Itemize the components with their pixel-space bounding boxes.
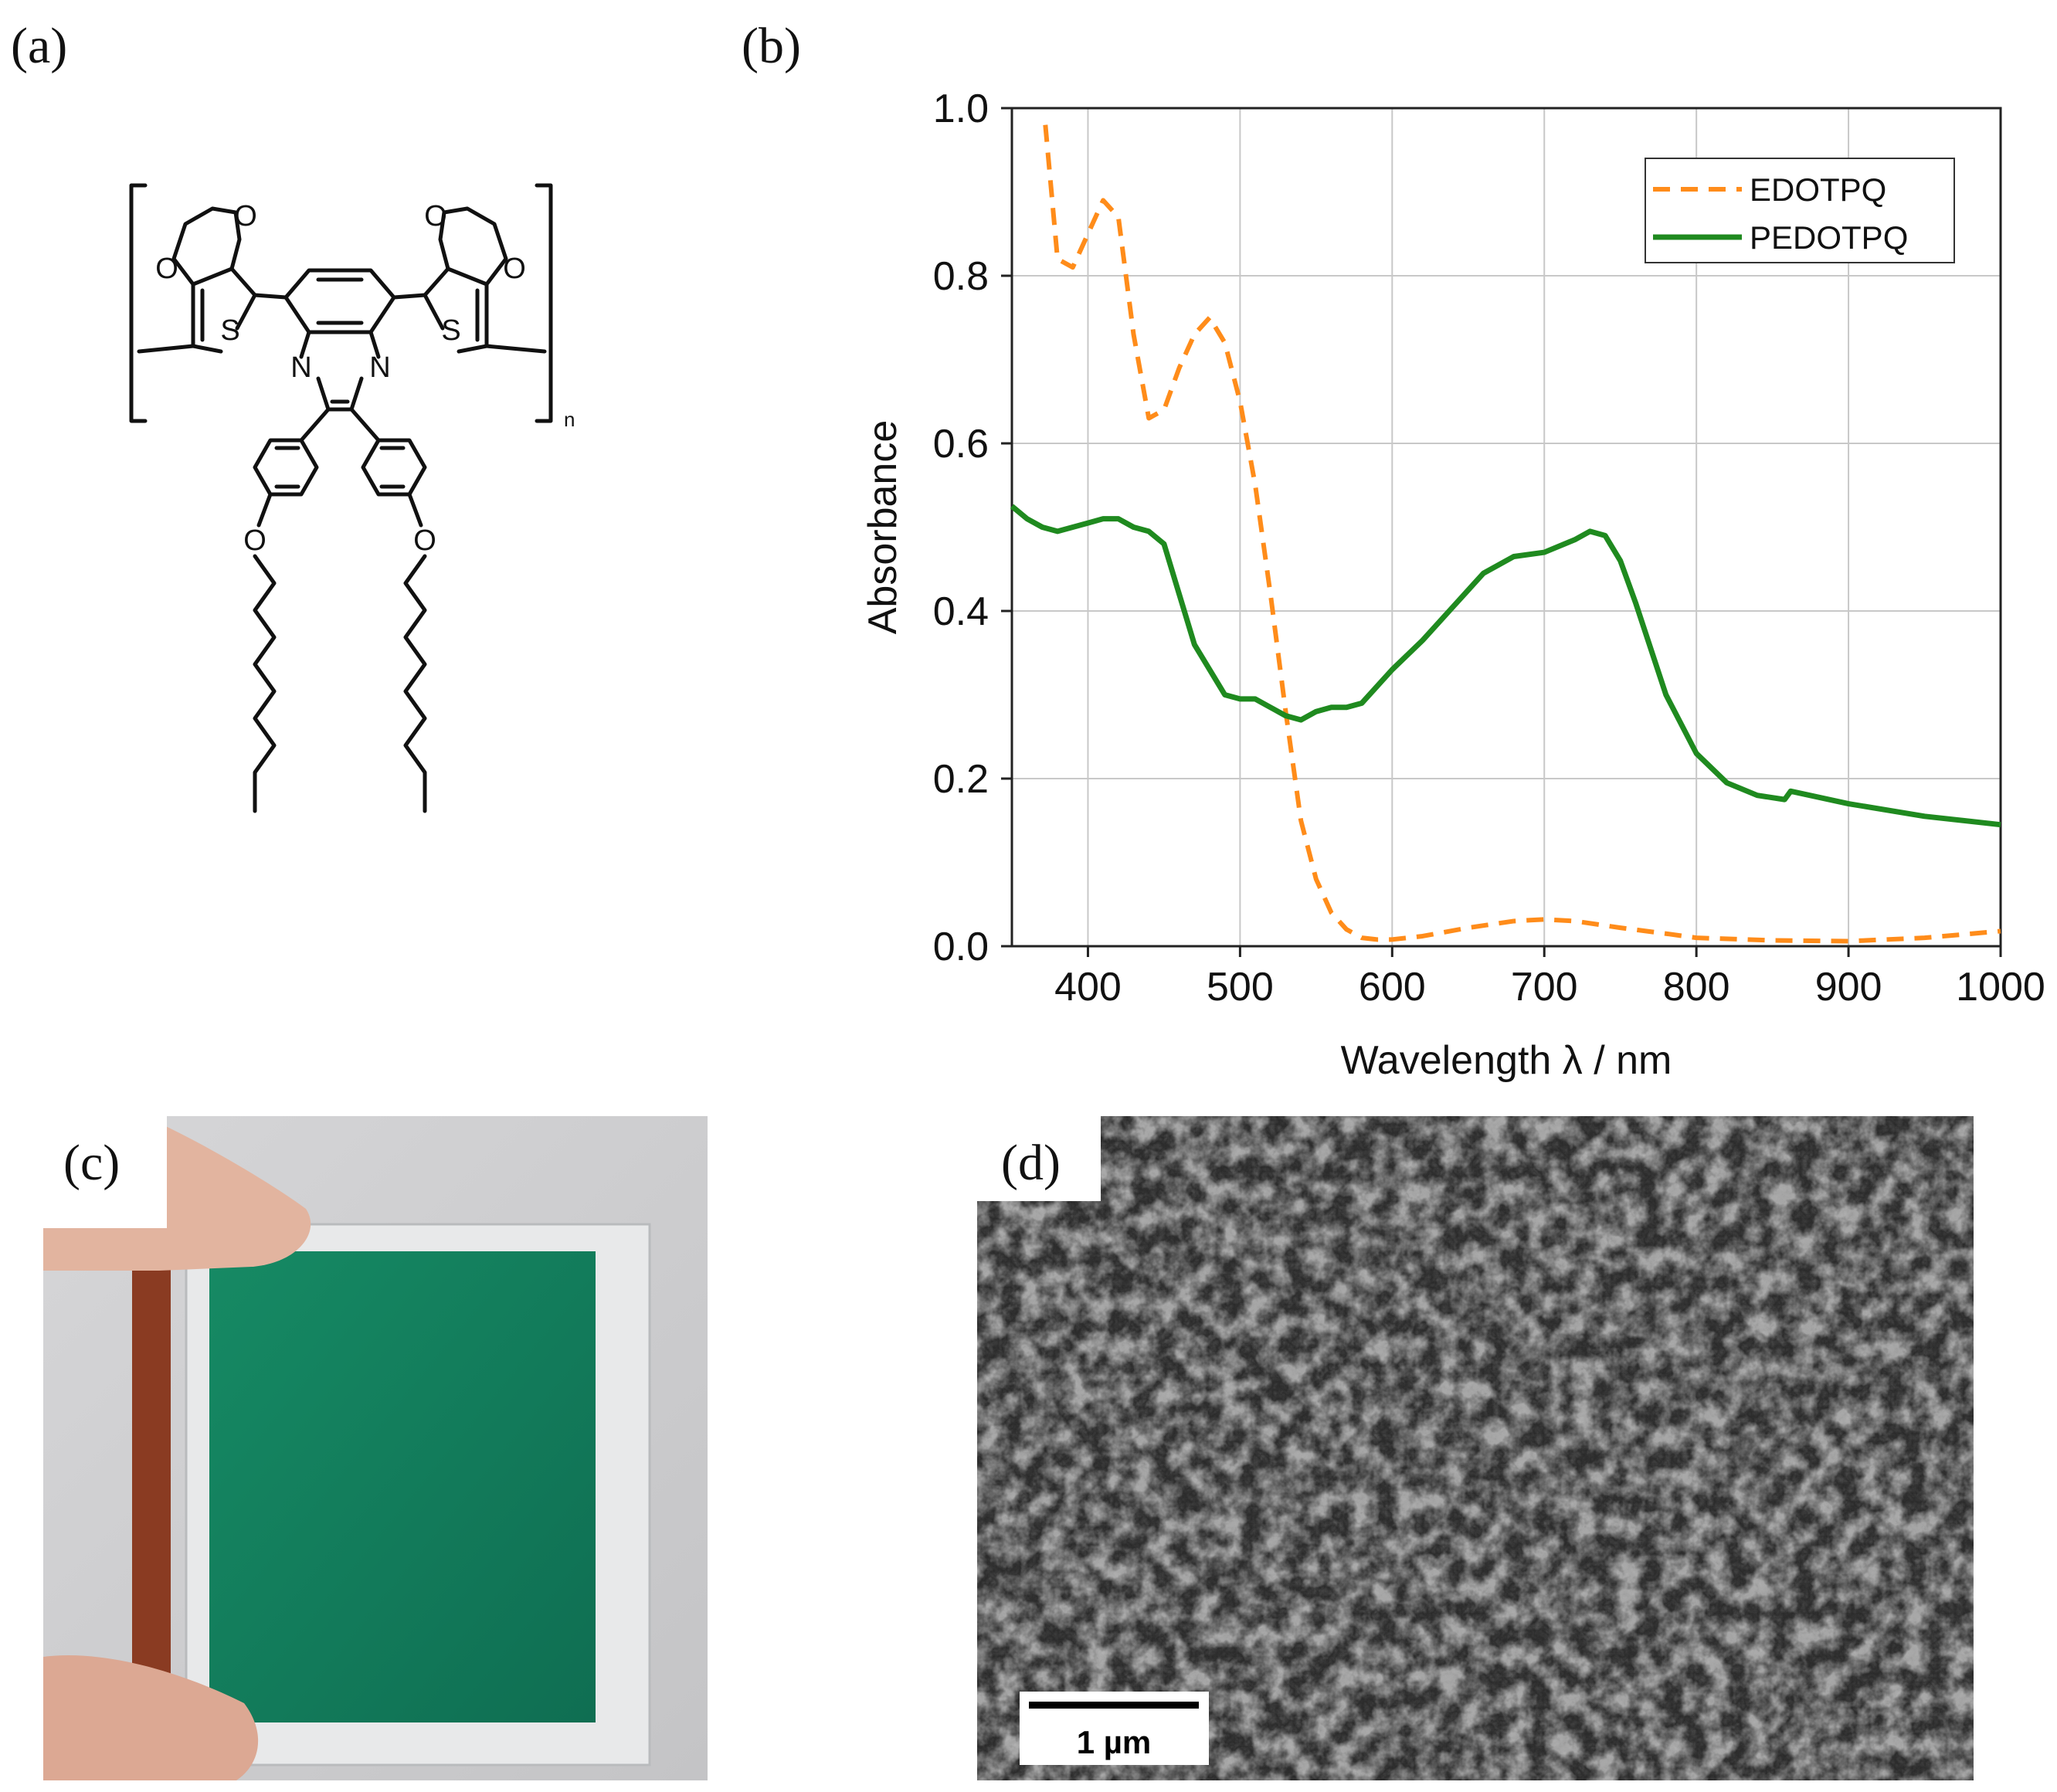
atom-n-left: N (290, 351, 311, 384)
x-tick-label: 500 (1207, 965, 1274, 1010)
y-tick-label: 0.2 (933, 757, 989, 802)
series-line-pedotpq (1010, 504, 2001, 828)
y-tick-label: 0.8 (933, 254, 989, 299)
chemical-structure: O O O O S S N N O O n (129, 183, 575, 813)
left-dioxane-ring (171, 206, 242, 287)
x-tick-label: 600 (1359, 965, 1426, 1010)
left-octyl-chain (253, 554, 277, 813)
sem-surface-texture (977, 1116, 1974, 1780)
legend-frame (1645, 158, 1955, 263)
x-axis-label: Wavelength λ / nm (1341, 1038, 1672, 1083)
x-tick-label: 900 (1815, 965, 1882, 1010)
panel-label-c: (c) (63, 1135, 121, 1191)
chart-series-layer (1010, 124, 2001, 944)
sem-image: 1 µm (977, 1116, 1974, 1780)
atom-s-left: S (220, 314, 239, 347)
repeat-subscript: n (564, 408, 575, 431)
panel-label-d: (d) (1001, 1135, 1061, 1191)
y-tick-label: 0.0 (933, 925, 989, 969)
atom-o-right-outer: O (503, 253, 526, 285)
y-tick-label: 0.6 (933, 422, 989, 467)
atom-n-right: N (369, 351, 390, 384)
chart-legend: EDOTPQ PEDOTPQ (1645, 158, 1955, 263)
left-bracket (129, 183, 148, 423)
plot-frame (1010, 107, 2002, 948)
x-tick-label: 700 (1511, 965, 1578, 1010)
label-background (977, 1116, 1101, 1201)
atom-o-right-inner: O (424, 200, 447, 232)
atom-s-right: S (441, 314, 460, 347)
atom-o-right-ether: O (413, 524, 436, 557)
panel-label-b: (b) (742, 18, 801, 74)
label-background (43, 1116, 167, 1228)
right-octyl-chain (403, 554, 427, 813)
series-line-edotpq (1043, 124, 2001, 944)
absorbance-chart: 400 500 600 700 800 900 1000 0.0 0.2 0.4 0.6 0.8 1.0… (860, 87, 2045, 1083)
y-axis-label: Absorbance (860, 420, 905, 635)
x-tick-label: 400 (1054, 965, 1122, 1010)
scale-bar-label: 1 µm (1077, 1724, 1152, 1760)
atom-o-left-ether: O (243, 524, 266, 557)
lower-finger (43, 1655, 259, 1780)
atom-o-left-outer: O (155, 253, 178, 285)
legend-label-edotpq: EDOTPQ (1750, 171, 1886, 208)
y-tick-label: 1.0 (933, 87, 989, 131)
left-chain-bond (137, 344, 195, 354)
right-bracket (535, 183, 553, 423)
y-tick-label: 0.4 (933, 589, 989, 634)
x-tick-label: 800 (1663, 965, 1730, 1010)
scale-bar (1029, 1702, 1199, 1709)
panel-label-a: (a) (11, 18, 68, 74)
right-chain-bond (484, 344, 547, 354)
x-tick-label: 1000 (1956, 965, 2045, 1010)
legend-label-pedotpq: PEDOTPQ (1750, 219, 1908, 256)
atom-o-left-inner: O (234, 200, 257, 232)
right-dioxane-ring (438, 206, 508, 287)
film-photo (43, 1116, 708, 1780)
polymer-film (209, 1251, 596, 1722)
pyrazine-ring (316, 376, 364, 412)
chart-ticks: 400 500 600 700 800 900 1000 0.0 0.2 0.4 0.6 0.8 1.0 (933, 87, 2045, 1010)
